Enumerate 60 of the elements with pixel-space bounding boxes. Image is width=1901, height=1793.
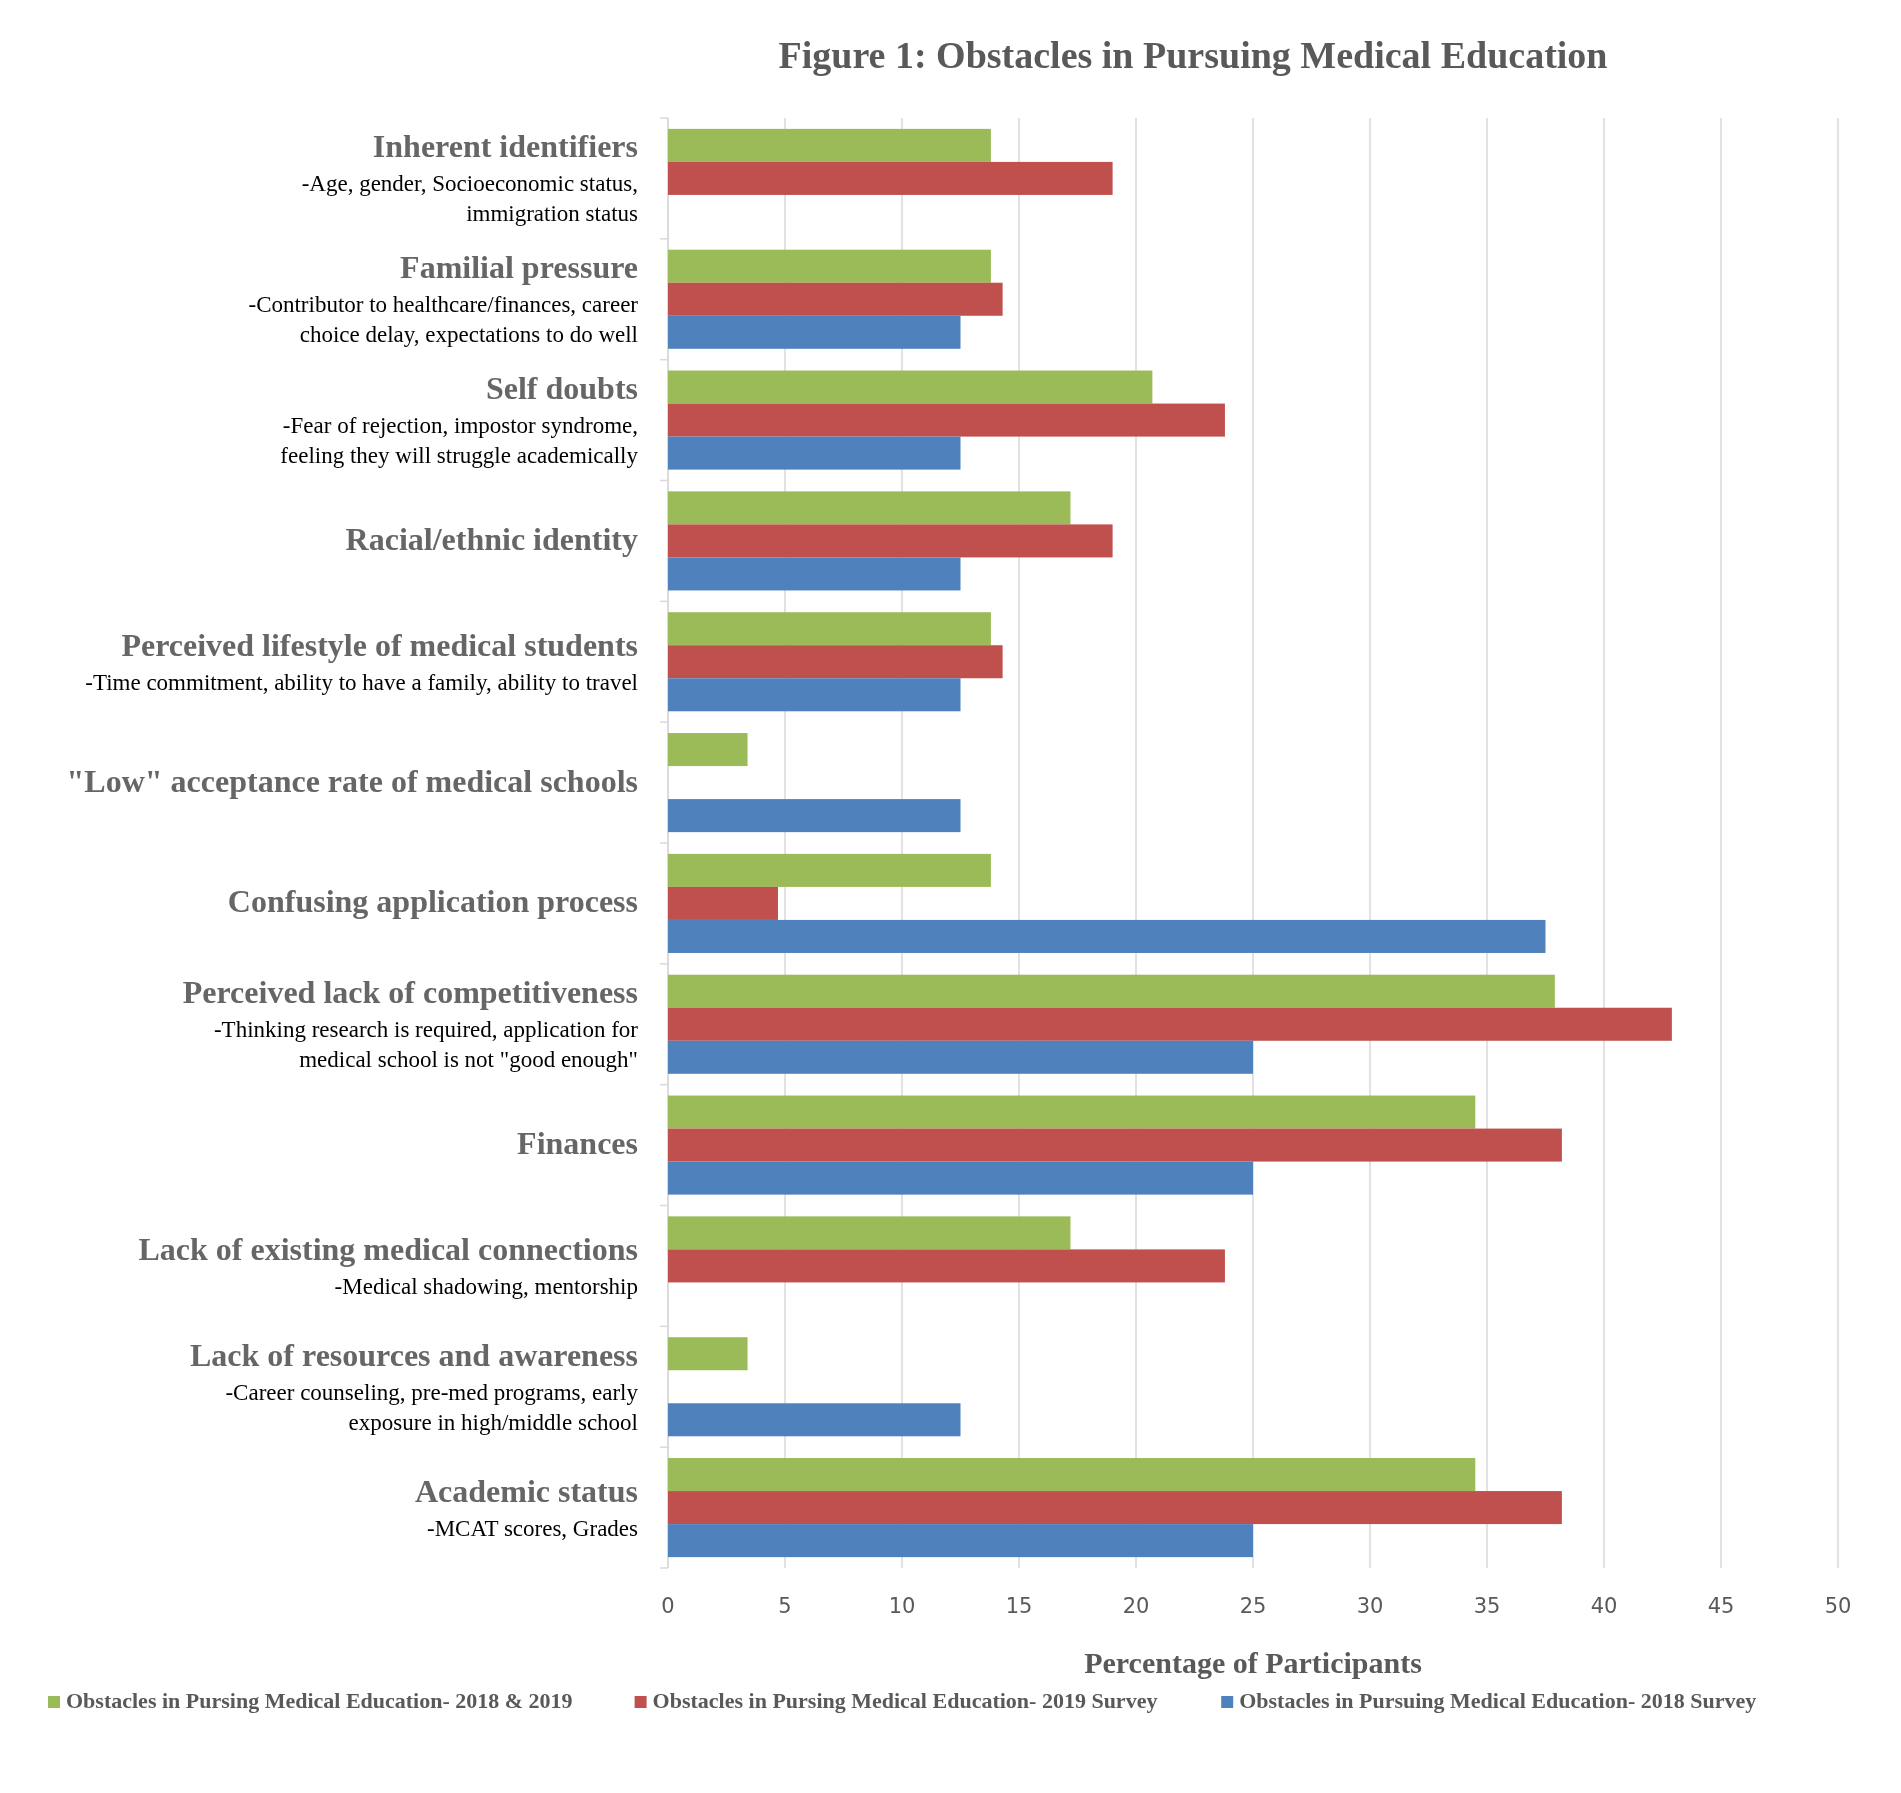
x-tick-label: 25 bbox=[1239, 1594, 1267, 1618]
bar bbox=[668, 1491, 1562, 1525]
bar bbox=[668, 436, 961, 470]
bar bbox=[668, 1249, 1225, 1283]
bar bbox=[668, 370, 1153, 404]
bar bbox=[668, 315, 961, 349]
bar bbox=[668, 645, 1003, 679]
x-tick-label: 15 bbox=[1005, 1594, 1033, 1618]
x-tick-label: 5 bbox=[778, 1594, 792, 1618]
x-tick-label: 0 bbox=[661, 1594, 675, 1618]
x-axis-title: Percentage of Participants bbox=[1084, 1646, 1422, 1679]
y-tick-label: Lack of resources and awareness -Career counseling, pre-med programs, early exposure in high/middle school bbox=[190, 1336, 639, 1435]
bar bbox=[668, 403, 1225, 437]
chart-title: Figure 1: Obstacles in Pursuing Medical Education bbox=[778, 34, 1608, 76]
bar bbox=[668, 1216, 1071, 1250]
legend-label: Obstacles in Pursing Medical Education- 2018 & 2019 bbox=[66, 1688, 573, 1713]
bar bbox=[668, 853, 991, 887]
x-tick-label: 40 bbox=[1590, 1594, 1618, 1618]
x-tick-label: 30 bbox=[1356, 1594, 1384, 1618]
bar bbox=[668, 1040, 1253, 1074]
y-tick-label: "Low" acceptance rate of medical schools bbox=[66, 762, 638, 799]
bar bbox=[668, 524, 1113, 558]
bar bbox=[668, 919, 1546, 953]
y-tick-label: Finances bbox=[517, 1125, 638, 1162]
bar bbox=[668, 1458, 1476, 1492]
bar bbox=[668, 612, 991, 646]
bar bbox=[668, 491, 1071, 525]
legend-label: Obstacles in Pursuing Medical Education- 2018 Survey bbox=[1239, 1688, 1757, 1713]
y-tick-label: Self doubts -Fear of rejection, impostor syndrome, feeling they will struggle academically bbox=[280, 370, 639, 469]
bar bbox=[668, 886, 778, 920]
y-tick-label: Lack of existing medical connections -Medical shadowing, mentorship bbox=[138, 1230, 638, 1299]
x-tick-label: 20 bbox=[1122, 1594, 1150, 1618]
bar bbox=[668, 678, 961, 712]
bar bbox=[668, 974, 1555, 1008]
bar bbox=[668, 128, 991, 162]
bar bbox=[668, 1403, 961, 1437]
bar bbox=[668, 1095, 1476, 1129]
y-tick-label: Confusing application process bbox=[227, 883, 638, 920]
bar bbox=[668, 799, 961, 833]
x-tick-label: 50 bbox=[1824, 1594, 1852, 1618]
bar bbox=[668, 1128, 1562, 1162]
bar bbox=[668, 1337, 748, 1371]
bar bbox=[668, 1524, 1253, 1558]
bar bbox=[668, 282, 1003, 316]
bar bbox=[668, 1007, 1672, 1041]
bar bbox=[668, 249, 991, 283]
y-tick-label: Perceived lifestyle of medical students -Time commitment, ability to have a family, ability to travel bbox=[85, 626, 638, 695]
y-tick-label: Perceived lack of competitiveness -Thinking research is required, application for medical school is not "good enough" bbox=[182, 974, 639, 1073]
y-tick-label: Academic status -MCAT scores, Grades bbox=[414, 1472, 639, 1541]
bar bbox=[668, 733, 748, 767]
x-tick-label: 35 bbox=[1473, 1594, 1501, 1618]
x-tick-label: 45 bbox=[1707, 1594, 1735, 1618]
x-tick-label: 10 bbox=[888, 1594, 916, 1618]
legend-label: Obstacles in Pursing Medical Education- 2019 Survey bbox=[652, 1688, 1158, 1713]
y-tick-label: Inherent identifiers -Age, gender, Socioeconomic status, immigration status bbox=[301, 128, 639, 227]
bar bbox=[668, 557, 961, 591]
y-tick-label: Racial/ethnic identity bbox=[345, 520, 638, 557]
bar bbox=[668, 161, 1113, 195]
bar bbox=[668, 1161, 1253, 1195]
y-tick-label: Familial pressure -Contributor to healthcare/finances, career choice delay, expectations to do well bbox=[248, 249, 639, 348]
